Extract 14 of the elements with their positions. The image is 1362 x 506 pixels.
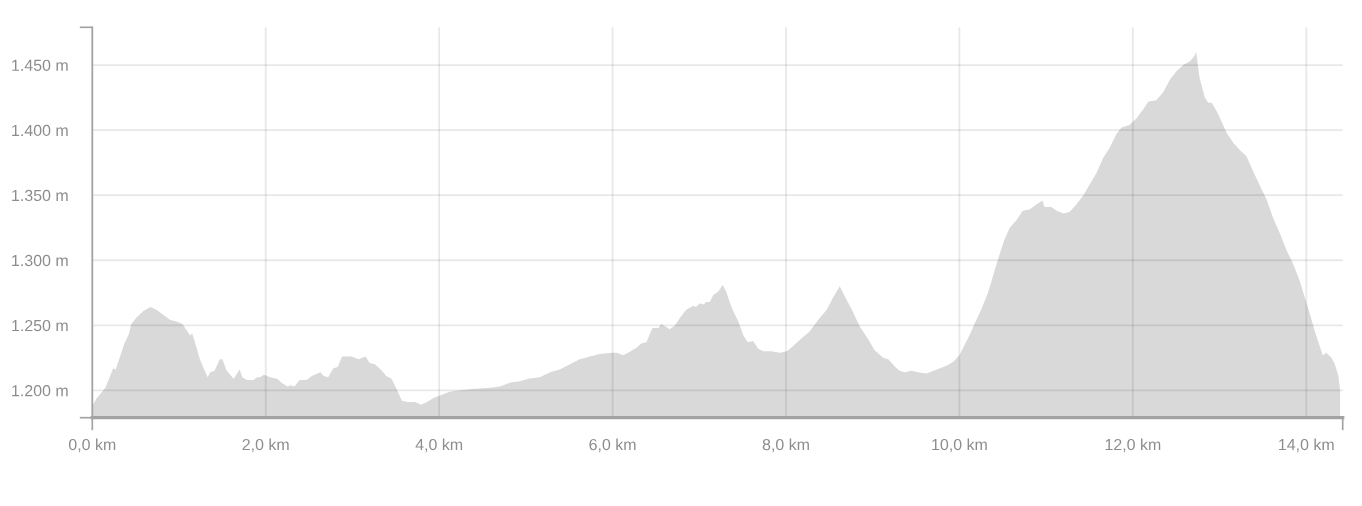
y-tick-label: 1.300 m — [12, 254, 68, 267]
x-tick-label: 0,0 km — [68, 438, 116, 453]
x-tick-label: 6,0 km — [589, 438, 636, 453]
y-tick-label: 1.350 m — [12, 189, 68, 202]
x-tick-label: 2,0 km — [242, 438, 289, 453]
x-tick-label: 4,0 km — [415, 438, 463, 453]
x-tick-label: 8,0 km — [762, 438, 809, 453]
y-tick-label: 1.200 m — [12, 385, 68, 397]
x-tick-label: 10,0 km — [932, 438, 987, 453]
x-tick-label: 12,0 km — [1105, 438, 1161, 453]
y-tick-label: 1.400 m — [12, 124, 68, 137]
x-tick-label: 14,0 km — [1279, 438, 1334, 453]
y-tick-label: 1.450 m — [12, 59, 68, 71]
y-tick-label: 1.250 m — [12, 319, 68, 332]
